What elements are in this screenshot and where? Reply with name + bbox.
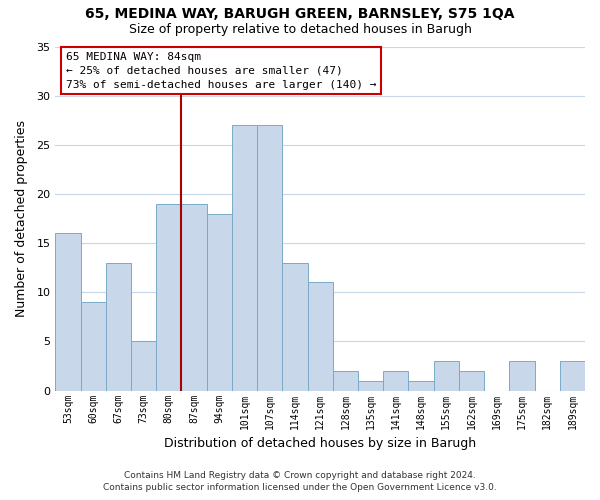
Bar xyxy=(131,342,156,390)
Bar xyxy=(459,371,484,390)
Bar xyxy=(181,204,206,390)
Bar xyxy=(383,371,409,390)
Bar xyxy=(106,263,131,390)
Bar xyxy=(409,381,434,390)
Bar xyxy=(206,214,232,390)
Bar xyxy=(80,302,106,390)
Bar xyxy=(434,361,459,390)
Y-axis label: Number of detached properties: Number of detached properties xyxy=(15,120,28,317)
Bar xyxy=(308,282,333,391)
Text: Contains HM Land Registry data © Crown copyright and database right 2024.
Contai: Contains HM Land Registry data © Crown c… xyxy=(103,471,497,492)
X-axis label: Distribution of detached houses by size in Barugh: Distribution of detached houses by size … xyxy=(164,437,476,450)
Text: Size of property relative to detached houses in Barugh: Size of property relative to detached ho… xyxy=(128,22,472,36)
Bar xyxy=(55,234,80,390)
Bar xyxy=(283,263,308,390)
Bar xyxy=(257,125,283,390)
Bar xyxy=(232,125,257,390)
Text: 65 MEDINA WAY: 84sqm
← 25% of detached houses are smaller (47)
73% of semi-detac: 65 MEDINA WAY: 84sqm ← 25% of detached h… xyxy=(66,52,376,90)
Bar xyxy=(333,371,358,390)
Bar xyxy=(560,361,585,390)
Bar xyxy=(156,204,181,390)
Bar xyxy=(358,381,383,390)
Bar xyxy=(509,361,535,390)
Text: 65, MEDINA WAY, BARUGH GREEN, BARNSLEY, S75 1QA: 65, MEDINA WAY, BARUGH GREEN, BARNSLEY, … xyxy=(85,8,515,22)
